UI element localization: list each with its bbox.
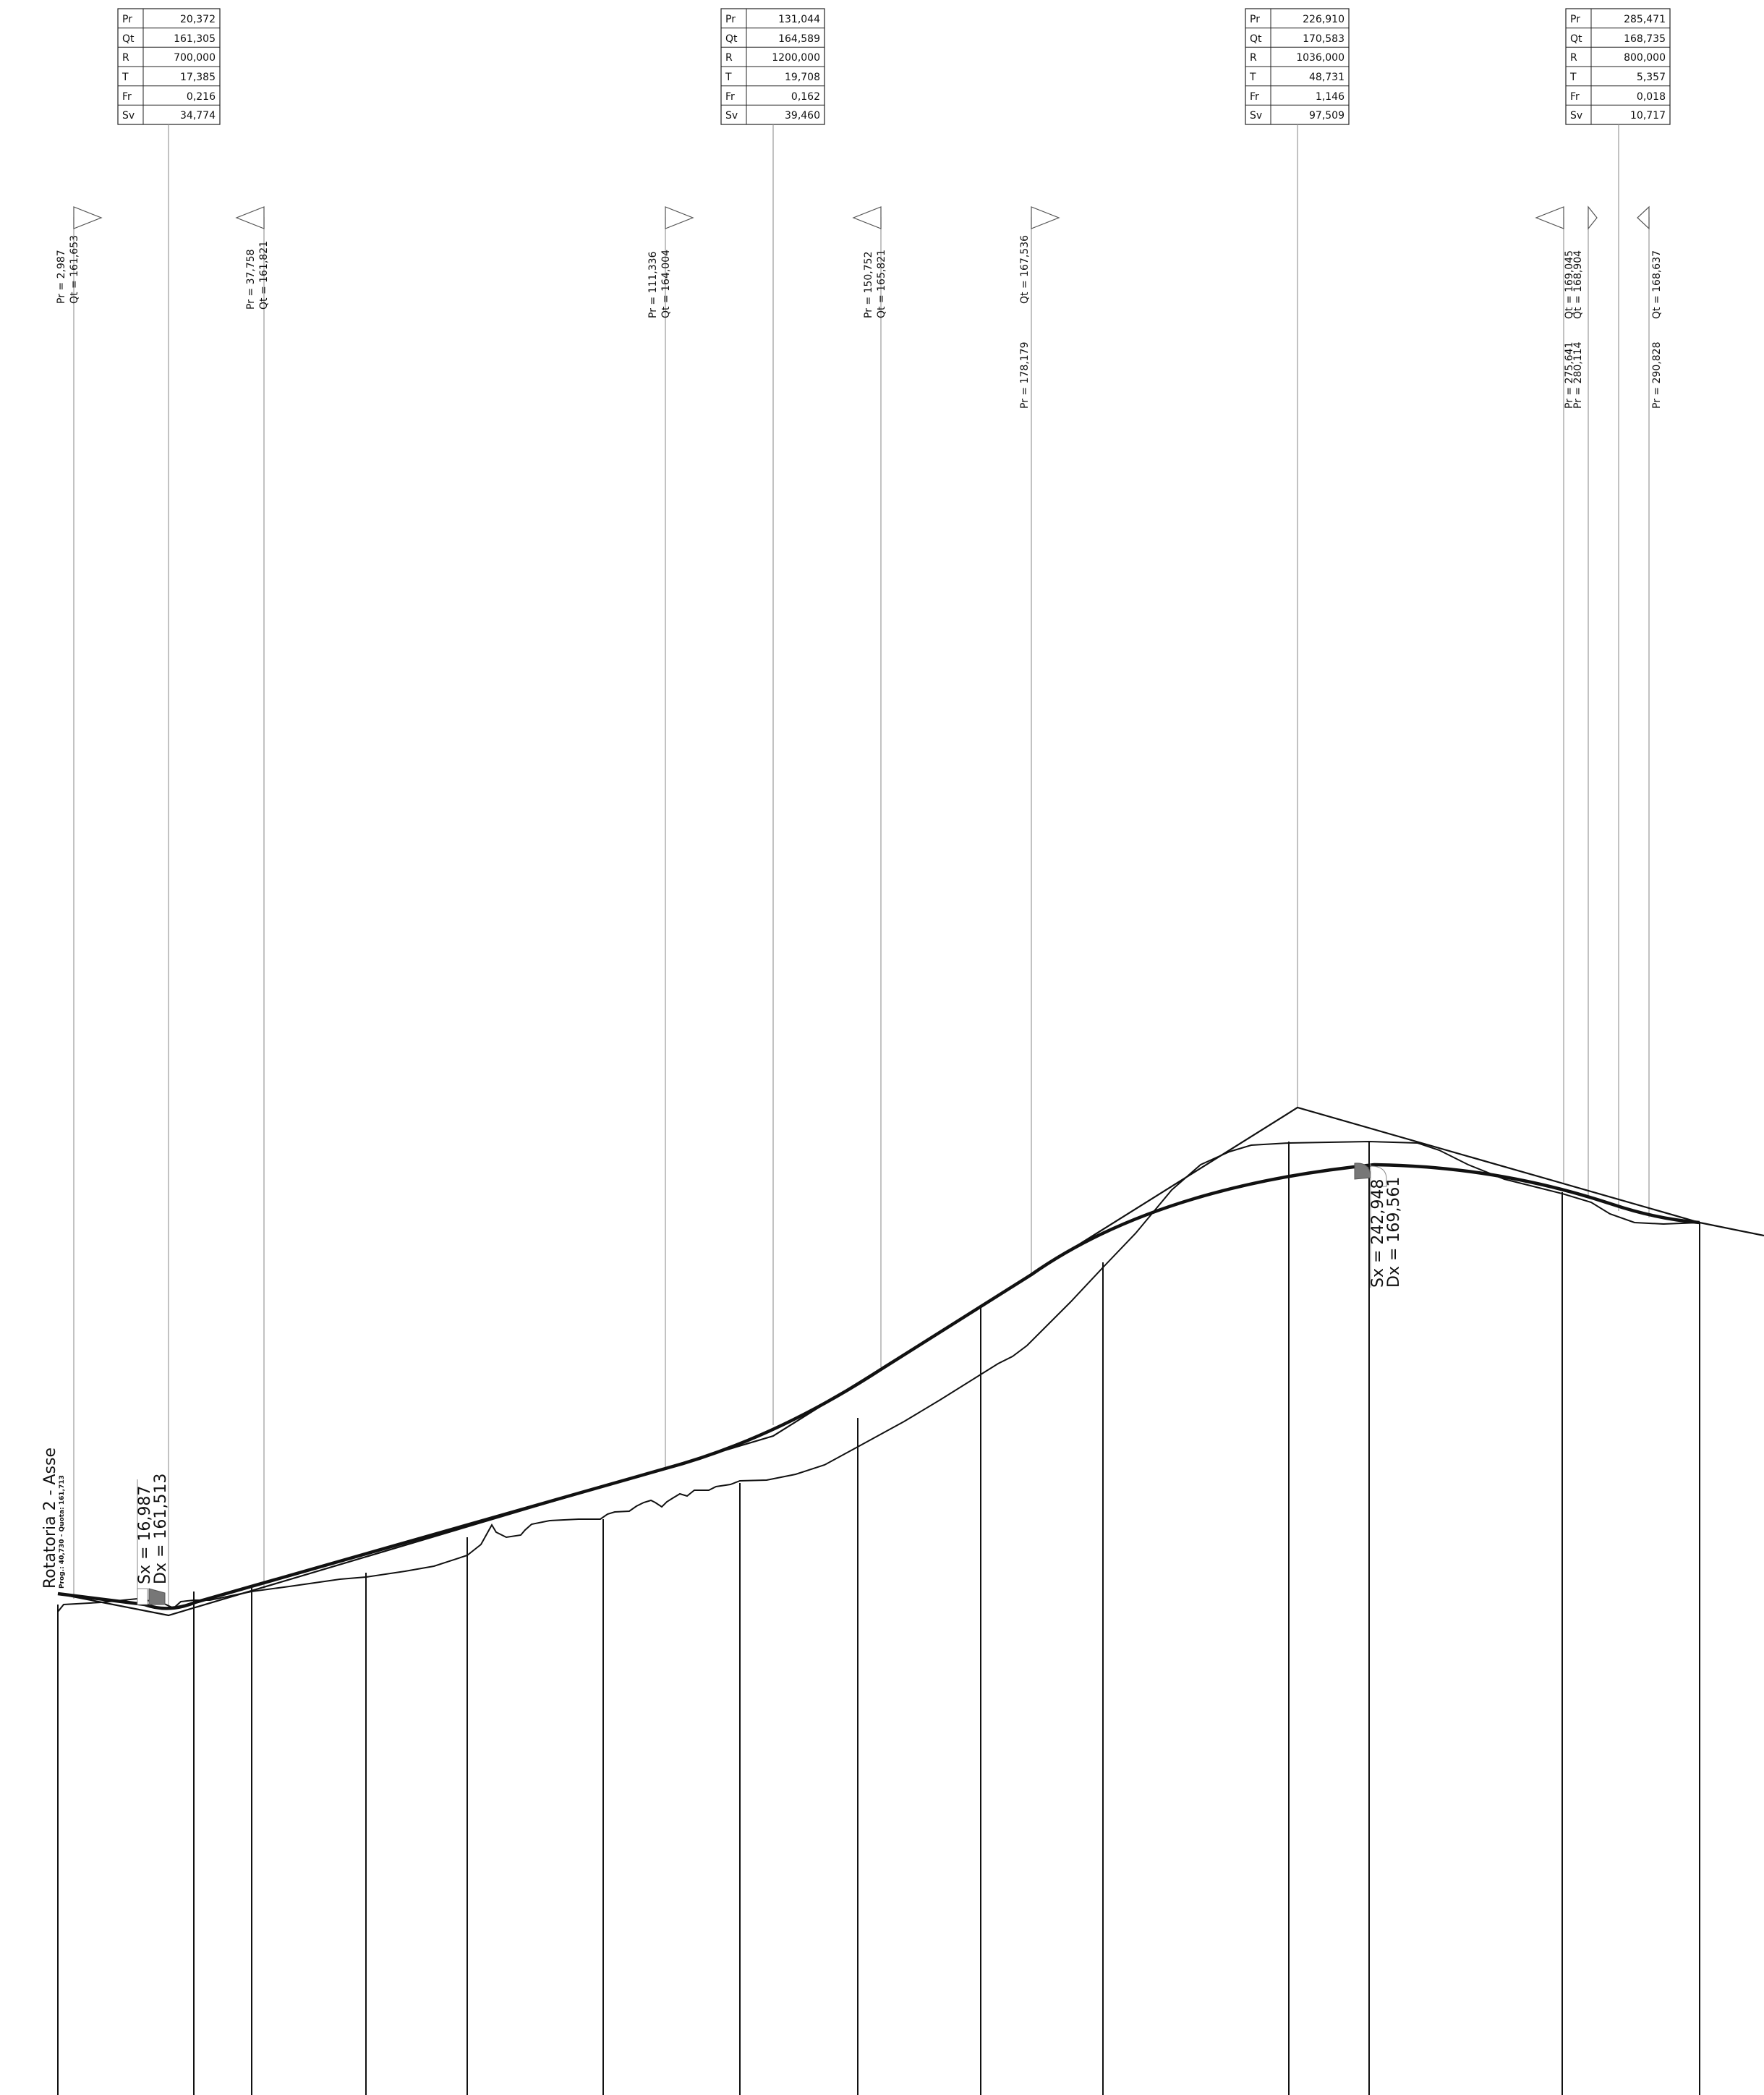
flag-left-icon	[1535, 206, 1564, 229]
tangent-label-qt: Qt = 168,904	[1572, 250, 1584, 319]
flag-right-icon	[1031, 206, 1060, 229]
vertex-table-4-label-sv: Sv	[1570, 110, 1582, 122]
axis-subtitle: Prog.: 40,730 - Quota: 161,713	[59, 1475, 66, 1589]
vertex-table-2-value-pr: 131,044	[778, 14, 820, 25]
tangent-label-qt: Qt = 164,004	[660, 250, 672, 318]
sight-marker-right-icon	[148, 1588, 166, 1605]
sight-distance-sx: Sx = 242,948	[1369, 1179, 1387, 1288]
vertex-table-4-value-r: 800,000	[1624, 52, 1666, 64]
vertex-table-1-value-fr: 0,216	[187, 91, 216, 103]
tangent-label-pr: Pr = 290,828	[1651, 342, 1663, 409]
tangent-label-qt: Qt = 161,653	[69, 235, 80, 304]
sight-distance-dx: Dx = 161,513	[152, 1474, 170, 1584]
vertical-curve-profile	[57, 1163, 1700, 1610]
vertex-table-1-label-t: T	[122, 72, 129, 83]
vertex-table-1-label-r: R	[122, 52, 129, 64]
vertex-table-4-value-qt: 168,735	[1624, 33, 1666, 45]
sight-distance-marker-2: Sx = 242,948 Dx = 169,561	[1354, 1163, 1403, 1288]
tangent-labels: Pr = 2,987 Qt = 161,653 Pr = 37,758 Qt =…	[56, 235, 1663, 409]
vertex-table-1-value-sv: 34,774	[180, 110, 216, 122]
tangent-label-qt: Qt = 167,536	[1019, 235, 1031, 304]
vertex-table-3-label-r: R	[1250, 52, 1257, 64]
flag-left-icon	[235, 206, 265, 229]
vertex-table-2: Pr 131,044 Qt 164,589 R 1200,000 T 19,70…	[720, 8, 825, 125]
design-grade-line	[57, 1106, 1764, 1617]
vertex-table-3-value-t: 48,731	[1309, 72, 1345, 83]
vertex-table-1-label-pr: Pr	[122, 14, 132, 25]
vertex-table-2-value-fr: 0,162	[791, 91, 820, 103]
vertex-table-4-value-t: 5,357	[1637, 72, 1666, 83]
tangent-flags	[73, 205, 1650, 230]
tangent-label-qt: Qt = 165,821	[876, 250, 887, 318]
vertex-table-4-label-fr: Fr	[1570, 91, 1580, 103]
vertex-table-2-value-r: 1200,000	[772, 52, 820, 64]
flag-left-icon	[852, 206, 882, 229]
vertex-table-3-value-r: 1036,000	[1296, 52, 1345, 64]
vertex-table-4-label-pr: Pr	[1570, 14, 1580, 25]
vertex-table-3-label-fr: Fr	[1250, 91, 1259, 103]
reference-lines	[73, 124, 1650, 1610]
vertex-table-2-label-t: T	[725, 72, 732, 83]
vertex-table-3-value-sv: 97,509	[1309, 110, 1345, 122]
vertex-table-3-label-sv: Sv	[1250, 110, 1262, 122]
tangent-label-pr: Pr = 37,758	[245, 249, 257, 310]
sight-marker-right-icon	[1370, 1165, 1387, 1187]
flag-right-icon	[73, 206, 103, 229]
vertex-table-4-label-t: T	[1569, 72, 1577, 83]
sight-marker-left-icon	[137, 1588, 148, 1605]
vertex-table-1-label-fr: Fr	[122, 91, 132, 103]
vertex-table-4-value-sv: 10,717	[1630, 110, 1666, 122]
vertex-table-1-value-pr: 20,372	[180, 14, 216, 25]
tangent-label-pr: Pr = 275,641	[1564, 342, 1575, 409]
flag-left-icon	[1637, 205, 1650, 230]
vertex-table-4-label-qt: Qt	[1570, 33, 1582, 45]
sight-distance-marker-1: Sx = 16,987 Dx = 161,513	[136, 1474, 170, 1605]
vertex-table-3-value-fr: 1,146	[1316, 91, 1345, 103]
tangent-label-pr: Pr = 111,336	[647, 251, 659, 318]
vertex-table-3-label-pr: Pr	[1250, 14, 1260, 25]
vertex-table-1-label-sv: Sv	[122, 110, 135, 122]
tangent-label-pr: Pr = 280,114	[1572, 341, 1584, 409]
vertex-table-2-label-sv: Sv	[725, 110, 738, 122]
axis-title: Rotatoria 2 - Asse	[41, 1448, 59, 1589]
vertex-table-2-label-qt: Qt	[725, 33, 738, 45]
tangent-label-pr: Pr = 150,752	[863, 252, 874, 318]
existing-ground-line	[57, 1140, 1700, 1612]
vertex-table-2-label-pr: Pr	[725, 14, 736, 25]
vertex-table-2-value-qt: 164,589	[778, 33, 820, 45]
vertex-table-4-label-r: R	[1570, 52, 1577, 64]
tangent-label-qt: Qt = 161,821	[258, 241, 270, 310]
vertex-table-4-value-fr: 0,018	[1637, 91, 1666, 103]
tangent-label-qt: Qt = 169,045	[1564, 250, 1575, 319]
flag-right-icon	[665, 206, 694, 229]
axis-label: Rotatoria 2 - Asse Prog.: 40,730 - Quota…	[41, 1448, 66, 1589]
vertex-table-2-value-t: 19,708	[785, 72, 820, 83]
sight-distance-sx: Sx = 16,987	[136, 1486, 154, 1584]
vertex-table-2-label-fr: Fr	[725, 91, 735, 103]
vertex-table-3-label-qt: Qt	[1250, 33, 1262, 45]
flag-right-icon	[1588, 205, 1598, 230]
sight-distance-dx: Dx = 169,561	[1385, 1177, 1403, 1288]
vertex-table-1-value-qt: 161,305	[174, 33, 216, 45]
tangent-label-pr: Pr = 178,179	[1019, 342, 1031, 409]
tangent-label-qt: Qt = 168,637	[1651, 250, 1663, 319]
vertex-table-4-value-pr: 285,471	[1624, 14, 1666, 25]
vertex-table-4: Pr 285,471 Qt 168,735 R 800,000 T 5,357 …	[1565, 8, 1671, 125]
vertex-table-3: Pr 226,910 Qt 170,583 R 1036,000 T 48,73…	[1245, 8, 1350, 125]
vertex-table-2-label-r: R	[725, 52, 733, 64]
vertex-table-3-value-pr: 226,910	[1303, 14, 1345, 25]
vertex-table-1-value-t: 17,385	[180, 72, 216, 83]
vertex-table-2-value-sv: 39,460	[785, 110, 820, 122]
vertex-table-3-value-qt: 170,583	[1303, 33, 1345, 45]
vertex-table-1-value-r: 700,000	[174, 52, 216, 64]
section-lines	[57, 1142, 1700, 2095]
vertex-table-3-label-t: T	[1249, 72, 1256, 83]
vertex-table-1: Pr 20,372 Qt 161,305 R 700,000 T 17,385 …	[117, 8, 221, 125]
tangent-label-pr: Pr = 2,987	[56, 250, 67, 304]
vertex-table-1-label-qt: Qt	[122, 33, 135, 45]
